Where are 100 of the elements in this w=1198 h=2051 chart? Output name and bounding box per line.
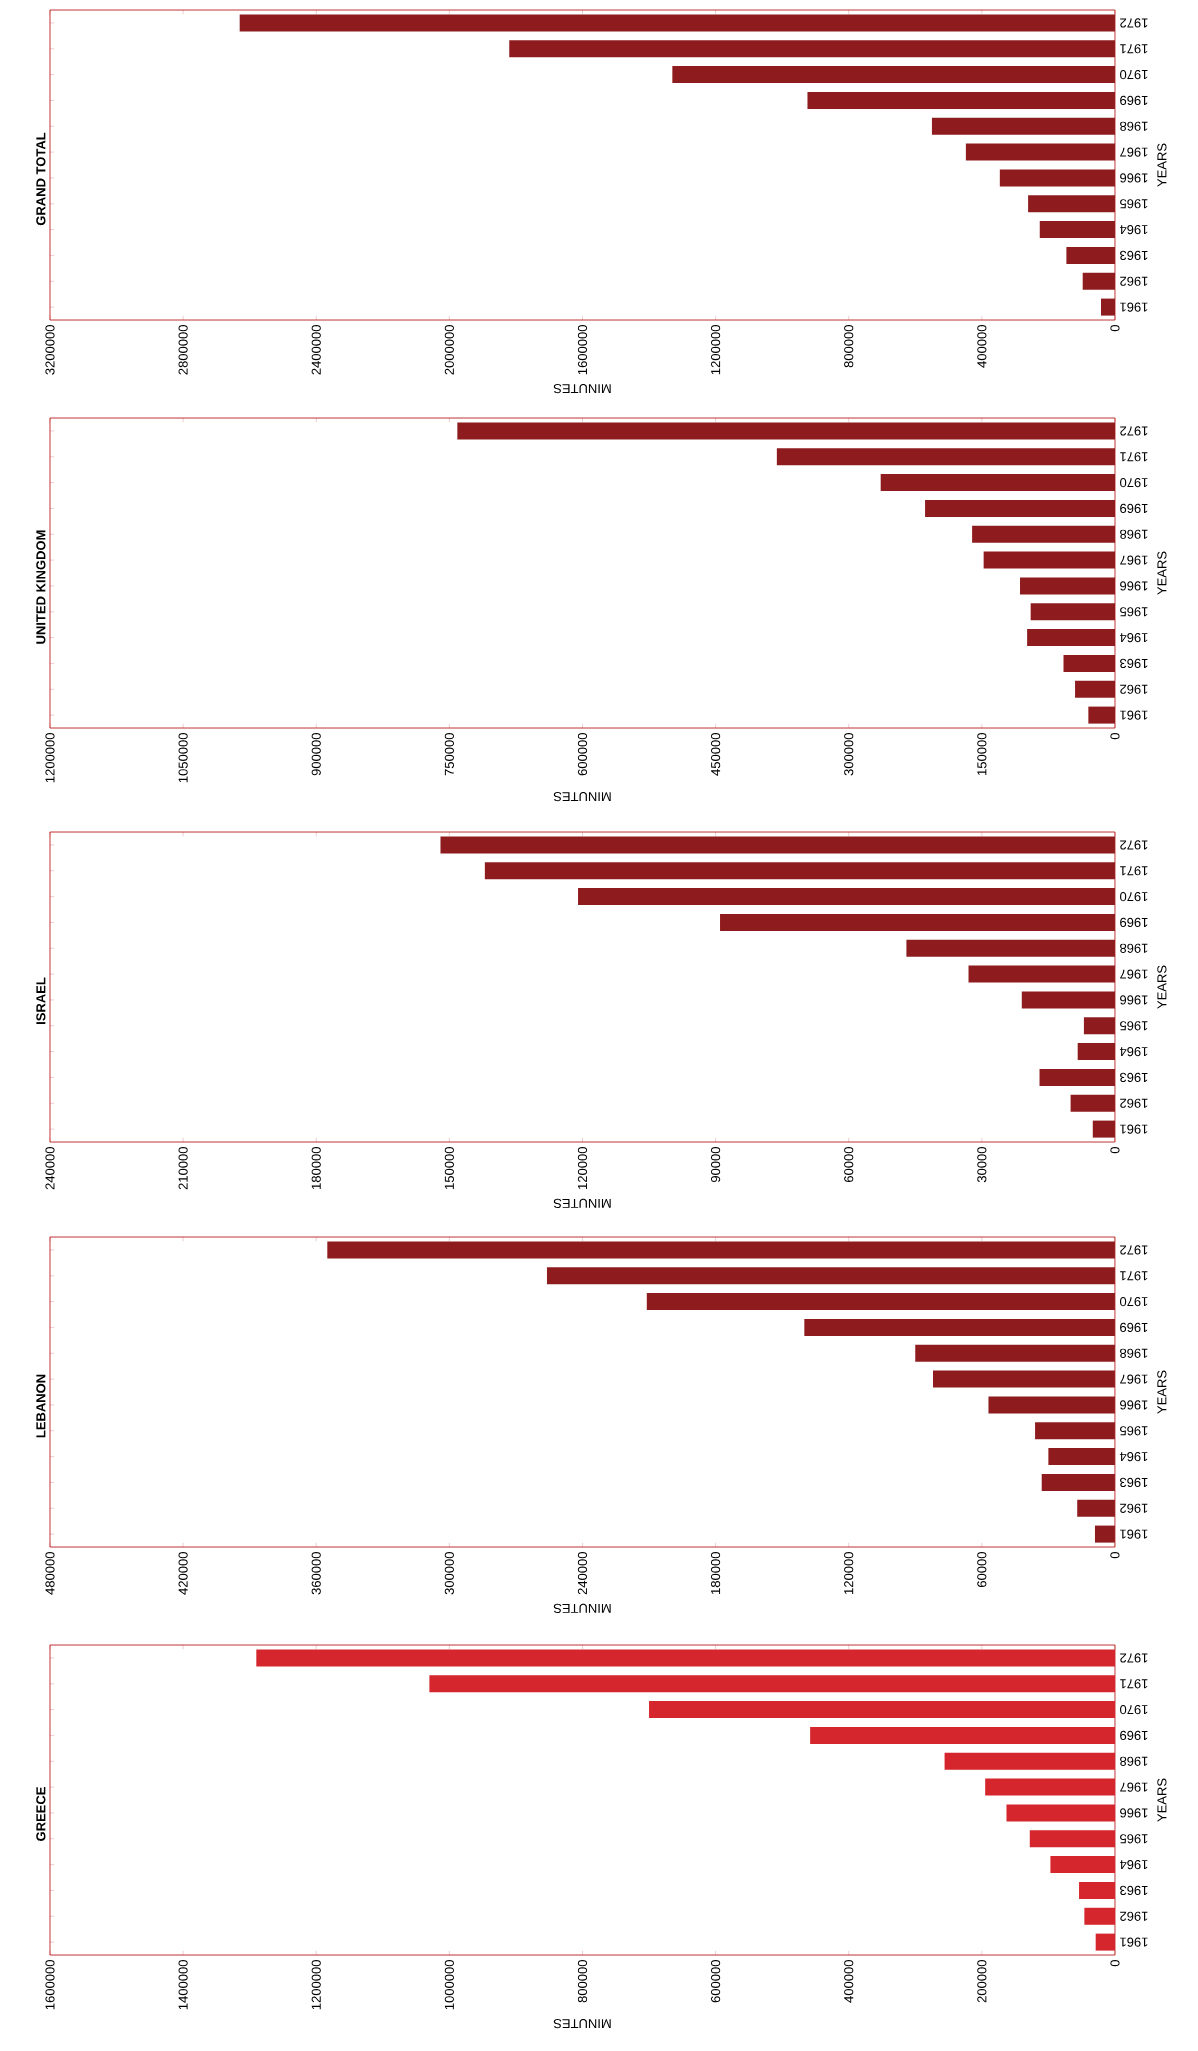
y-tick-label: 1970 [1120,892,1148,902]
bar [915,1344,1115,1362]
x-tick-label: 90000 [710,1147,721,1183]
bar [1063,654,1115,672]
bar [810,1726,1115,1744]
y-tick-label: 1963 [1120,1885,1148,1896]
y-tick-label: 1967 [1120,1782,1148,1792]
x-axis-title: MINUTES [553,2019,611,2029]
bar [1020,577,1115,595]
x-tick-label: 2400000 [311,325,321,375]
y-tick-label: 1972 [1120,426,1148,436]
bar [988,1396,1115,1414]
y-tick-label: 1970 [1120,1705,1148,1715]
bar [1048,1448,1115,1466]
y-tick-label: 1962 [1120,1503,1148,1513]
bar [327,1241,1115,1259]
text: GRAND TOTAL [36,132,46,226]
x-tick-label: 150000 [444,1147,454,1189]
x-axis-title: MINUTES [553,384,611,394]
y-tick-label: 1971 [1120,452,1148,462]
y-tick-label: 1965 [1120,607,1148,617]
y-tick-label: 1962 [1120,276,1148,286]
y-tick-label: 1972 [1120,1245,1148,1255]
y-tick-label: 1965 [1120,1834,1148,1844]
bar [1095,1933,1115,1951]
y-tick-label: 1967 [1120,1374,1148,1384]
y-tick-label: 1968 [1120,529,1148,539]
x-tick-label: 800000 [844,325,854,368]
y-tick-label: 1962 [1120,684,1148,694]
text: UNITED KINGDOM [36,530,46,644]
y-tick-label: 1966 [1120,173,1148,183]
x-tick-label: 30000 [977,1147,987,1183]
bar [983,551,1115,569]
y-tick-label: 1963 [1120,658,1148,669]
y-tick-label: 1965 [1120,1426,1148,1436]
y-tick-label: 1961 [1120,1124,1148,1134]
bar [1030,603,1115,621]
x-tick-label: 480000 [45,1552,55,1595]
bar [720,913,1115,931]
x-axis-title: MINUTES [553,792,611,802]
bar [1050,1856,1115,1874]
x-tick-label: 180000 [710,1552,721,1594]
bar [546,1267,1115,1285]
y-tick-label: 1966 [1120,1400,1148,1410]
x-tick-label: 1000000 [444,1960,454,2010]
bar [646,1293,1115,1311]
y-tick-label: 1966 [1120,1808,1148,1818]
bar [1079,1881,1115,1899]
x-tick-label: 150000 [977,733,987,775]
bar [1088,706,1115,724]
x-tick-label: 180000 [311,1147,321,1189]
y-tick-label: 1961 [1120,1937,1148,1947]
y-tick-label: 1970 [1120,478,1148,488]
bar [972,525,1115,543]
x-tick-label: 420000 [178,1552,188,1595]
x-tick-label: 1600000 [45,1960,55,2010]
bar [1035,1422,1115,1440]
bar [1083,1017,1115,1035]
x-axis-title: MINUTES [553,1603,611,1614]
x-tick-label: 400000 [977,325,987,368]
y-tick-label: 1971 [1120,866,1148,876]
text: GREECE [36,1787,46,1841]
bar [649,1701,1115,1719]
bar [429,1675,1115,1693]
y-tick-label: 1966 [1120,995,1148,1005]
x-tick-label: 600000 [577,733,588,776]
x-tick-label: 240000 [577,1552,588,1595]
y-axis-title: YEARS [1157,965,1167,1009]
y-tick-label: 1964 [1119,1047,1148,1057]
y-tick-label: 1964 [1119,1452,1148,1462]
y-axis-title: YEARS [1157,143,1167,187]
bar [457,422,1115,440]
x-tick-label: 300000 [444,1552,454,1595]
y-tick-label: 1971 [1120,1679,1148,1689]
y-tick-label: 1963 [1120,1477,1148,1488]
y-axis-title: YEARS [1157,1370,1167,1414]
y-tick-label: 1969 [1120,1322,1148,1333]
bar [1077,1499,1115,1517]
y-tick-label: 1972 [1120,840,1148,850]
text: ISRAEL [36,977,46,1024]
bar [804,1318,1115,1336]
bar [484,862,1115,880]
bar [999,169,1115,187]
bar [985,1778,1115,1796]
x-tick-label: 0 [1110,1147,1120,1154]
bar [1039,1068,1115,1086]
bar [509,40,1115,58]
x-tick-label: 900000 [311,733,321,776]
x-tick-label: 1200000 [711,325,721,375]
bar [1101,298,1115,316]
text: LEBANON [36,1374,46,1438]
y-axis-title: YEARS [1157,551,1167,595]
y-tick-label: 1963 [1120,1072,1148,1083]
bar [944,1752,1115,1770]
bar [1094,1525,1115,1543]
y-tick-label: 1968 [1120,121,1148,131]
x-tick-label: 240000 [45,1147,55,1190]
bar [1039,221,1115,239]
y-tick-label: 1965 [1120,1021,1148,1031]
x-tick-label: 120000 [844,1552,854,1594]
